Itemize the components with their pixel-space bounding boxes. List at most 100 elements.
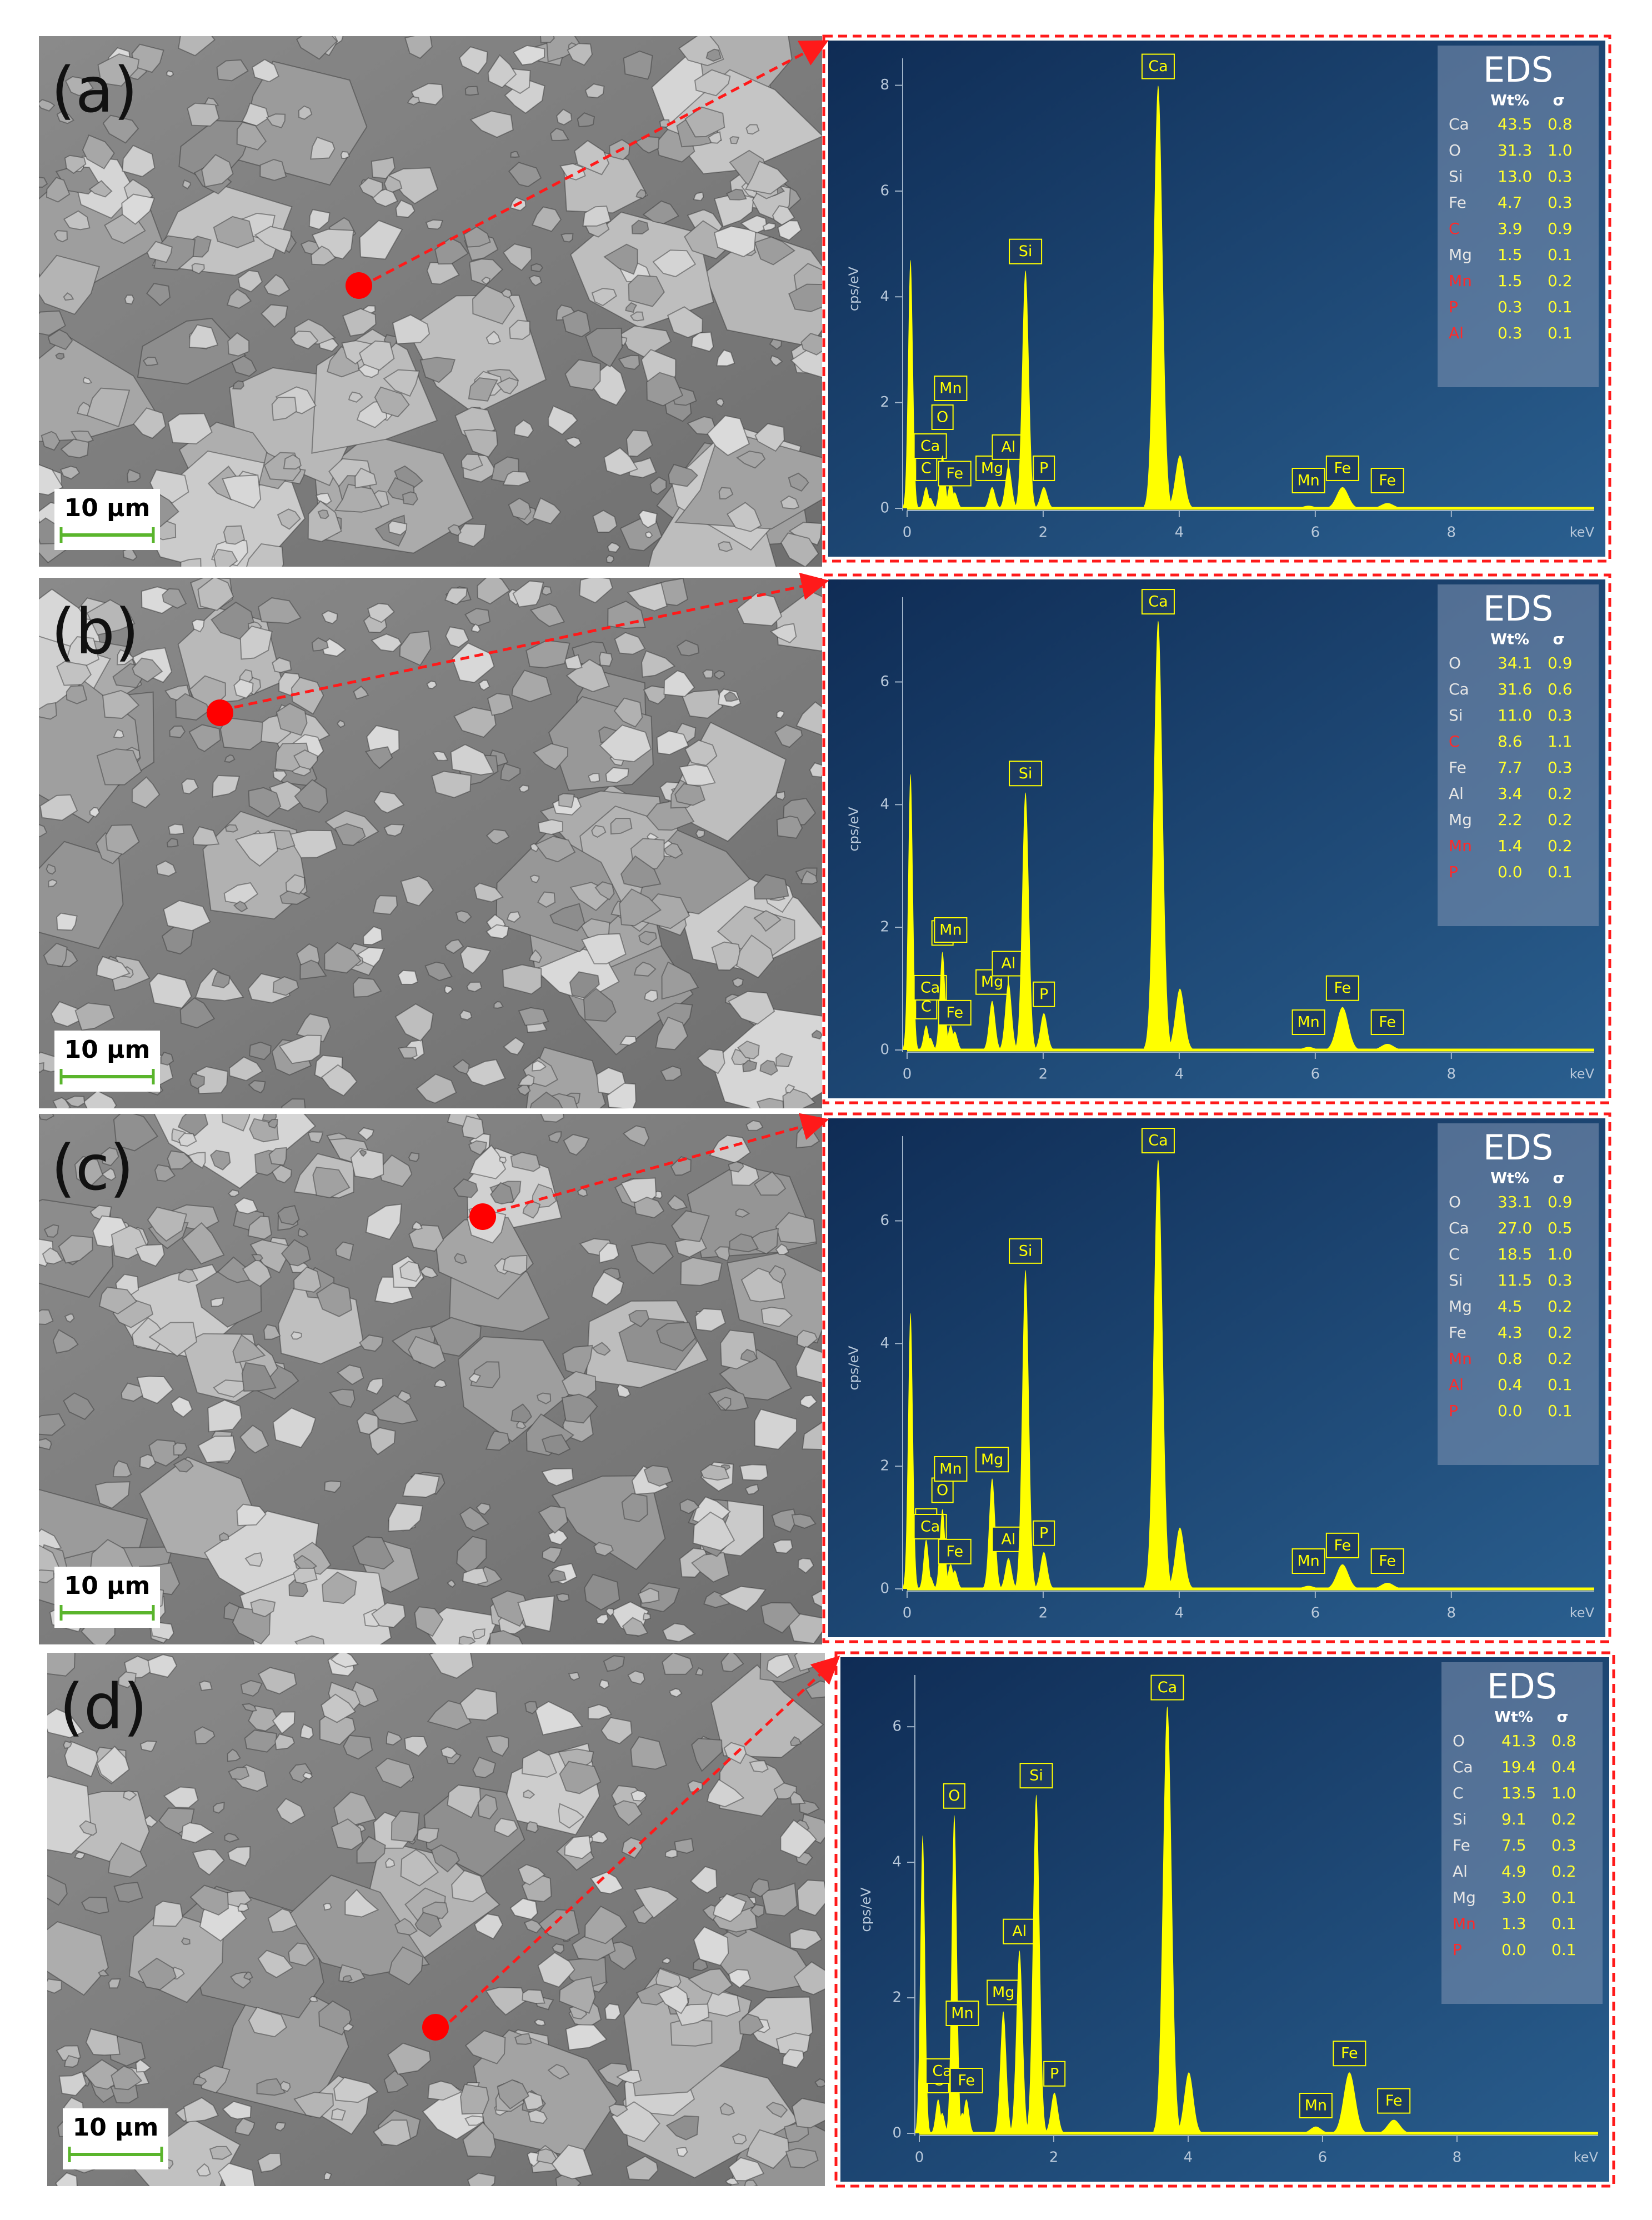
particle [668,463,699,487]
particle [391,1810,420,1843]
particle [117,649,135,666]
spectrum-peak [1014,270,1037,508]
particle [502,964,542,995]
particle [541,1468,574,1487]
particle [223,525,246,545]
peak-label-box [938,1538,972,1564]
eds-sigma: 1.0 [1548,141,1573,159]
particle [232,1334,266,1363]
eds-sigma: 0.5 [1548,1219,1573,1237]
spectrum-peak [1367,503,1408,508]
x-tick-label: 0 [903,1605,912,1622]
x-tick-label: 0 [915,2149,924,2166]
analysis-point [469,1203,496,1230]
particle [667,306,703,338]
particle [359,340,395,371]
particle [210,1297,224,1307]
particle [591,1271,624,1306]
eds-element: Si [1449,706,1463,724]
peak-label: Ca [1148,1132,1168,1149]
particle [754,423,785,452]
particle [716,349,735,367]
particle [732,977,744,988]
particle [518,1864,546,1886]
particle [39,99,56,112]
particle [444,587,468,606]
eds-wt: 4.5 [1498,1297,1523,1316]
spectrum-peak [957,2099,975,2133]
peak-label: C [921,998,932,1015]
eds-wt: 4.3 [1498,1323,1523,1342]
particle [142,357,159,366]
particle [497,2079,530,2110]
particle [241,1362,277,1392]
particle [152,1901,183,1927]
particle [532,206,562,232]
particle [276,703,308,736]
x-axis-label: keV [1570,1066,1595,1082]
pointer-arrow [372,40,829,282]
peak-label-box [1291,468,1325,493]
particle [460,946,492,974]
particle [559,163,586,181]
scale-bar-bg [54,1031,160,1092]
eds-element: Si [1449,167,1463,186]
particle [277,1205,300,1226]
peak-label: Fe [946,1004,963,1021]
particle [793,1961,825,1996]
particle [503,1037,525,1056]
eds-element: Fe [1453,1836,1470,1854]
eds-table-bg [1438,1123,1599,1465]
particle [485,1987,527,2016]
particle [593,1542,614,1557]
particle [595,1613,609,1625]
particle [694,1308,726,1332]
particle [676,2147,688,2157]
particle [723,691,739,702]
peak-label: C [921,459,932,477]
eds-sigma: 1.1 [1548,732,1573,751]
particle [293,1266,322,1293]
peak-label-box [931,404,954,430]
particle [756,1097,784,1108]
peak-label: Fe [1385,2092,1403,2109]
particle [548,405,578,436]
particle [43,1224,59,1238]
eds-element: Mn [1449,1349,1472,1368]
particle [559,1761,602,1794]
particle [474,1913,503,1940]
eds-element: Mn [1453,1914,1476,1933]
panel-label: (b) [51,596,139,668]
particle [291,1331,302,1340]
particle [53,230,68,243]
particle [250,1598,276,1618]
particle [163,1786,199,1808]
particle [248,2006,287,2038]
particle [310,136,336,160]
x-tick-label: 6 [1311,524,1320,541]
particle [367,603,395,623]
particle [728,2157,765,2182]
scale-bar-bg [54,1567,160,1628]
particle [487,693,514,716]
particle [485,1735,509,1757]
peak-label: Mn [1305,2097,1327,2114]
peak-label: Mn [939,1461,962,1478]
particle [742,1059,758,1073]
particle [181,1822,214,1844]
particle [388,520,408,536]
particle [477,578,510,605]
particle [183,2097,219,2123]
particle [485,331,501,345]
particle [652,249,697,278]
particle [144,1814,158,1828]
particle [489,1630,523,1644]
particle [769,338,783,350]
particle [241,102,269,127]
particle [670,2018,713,2047]
particle [188,724,221,752]
particle [599,724,652,763]
particle [463,428,498,458]
peak-label-box [1325,1532,1359,1558]
particle [493,1001,504,1009]
